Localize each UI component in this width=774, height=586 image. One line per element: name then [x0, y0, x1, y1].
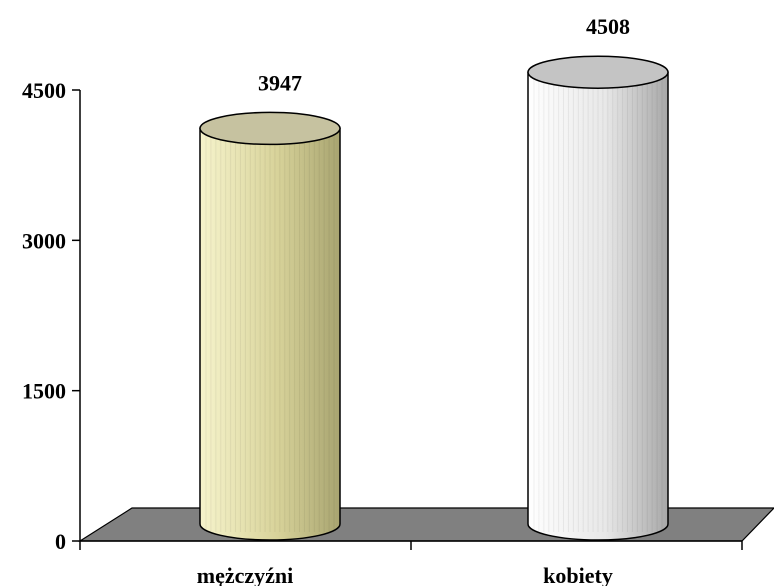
y-tick-label: 4500 [22, 78, 66, 103]
chart-floor [77, 507, 774, 542]
bar-series [199, 55, 669, 541]
bar-1-top [199, 111, 341, 146]
data-labels: 3947 4508 [258, 14, 630, 95]
y-tick-label: 1500 [22, 379, 66, 404]
bar-1 [199, 127, 341, 541]
x-axis: mężczyźni kobiety [79, 540, 743, 586]
y-axis: 0 1500 3000 4500 [22, 78, 81, 554]
category-label-1: mężczyźni [197, 563, 294, 586]
bar-2-shading [533, 78, 663, 532]
category-label-2: kobiety [543, 563, 613, 586]
y-tick-label: 0 [55, 529, 66, 554]
y-tick-label: 3000 [22, 228, 66, 253]
bar-2-top [527, 55, 669, 89]
data-label-1: 3947 [258, 70, 302, 95]
data-label-2: 4508 [586, 14, 630, 39]
bar-1-shading [205, 134, 335, 532]
bar-2 [527, 71, 669, 541]
